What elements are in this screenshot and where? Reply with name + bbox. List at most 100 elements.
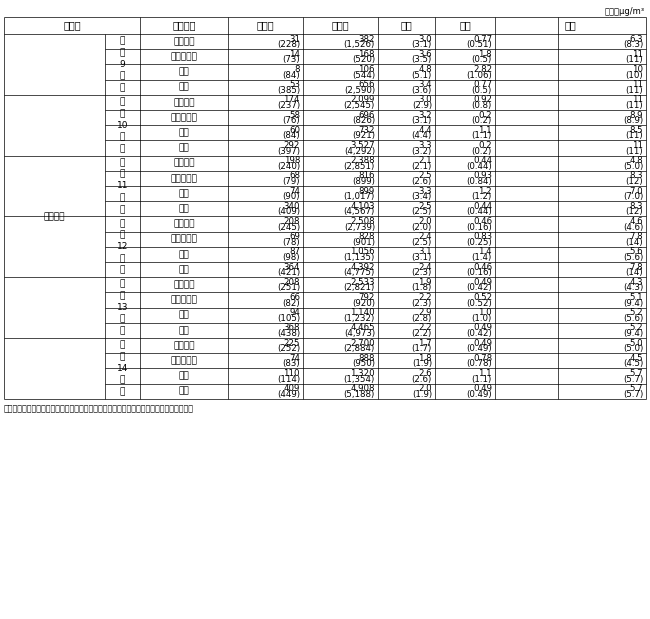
Text: 年: 年 <box>120 193 125 202</box>
Text: 0.93: 0.93 <box>473 171 492 180</box>
Text: 一般環境: 一般環境 <box>174 280 195 289</box>
Text: 2.0: 2.0 <box>419 384 432 393</box>
Text: (1,017): (1,017) <box>344 192 375 201</box>
Text: 一般環境: 一般環境 <box>174 98 195 107</box>
Text: (421): (421) <box>277 268 300 277</box>
Text: 0.77: 0.77 <box>473 80 492 89</box>
Text: (2.6): (2.6) <box>411 177 432 186</box>
Text: (9.4): (9.4) <box>623 298 643 308</box>
Text: 828: 828 <box>359 232 375 241</box>
Text: (899): (899) <box>352 177 375 186</box>
Text: 58: 58 <box>289 111 300 119</box>
Text: (520): (520) <box>352 55 375 64</box>
Text: 年: 年 <box>120 254 125 263</box>
Text: (12): (12) <box>625 207 643 216</box>
Text: 2,388: 2,388 <box>350 156 375 165</box>
Text: 14: 14 <box>117 364 128 373</box>
Text: (251): (251) <box>277 284 300 292</box>
Text: (14): (14) <box>625 268 643 277</box>
Text: 3.0: 3.0 <box>419 95 432 105</box>
Text: 1.8: 1.8 <box>478 50 492 59</box>
Text: 8.3: 8.3 <box>629 171 643 180</box>
Text: (0.84): (0.84) <box>466 177 492 186</box>
Text: (3.2): (3.2) <box>411 147 432 155</box>
Text: (8.3): (8.3) <box>623 40 643 49</box>
Text: (385): (385) <box>277 86 300 95</box>
Text: (2,851): (2,851) <box>344 162 375 171</box>
Text: 340: 340 <box>283 202 300 210</box>
Text: 全体: 全体 <box>179 326 189 335</box>
Text: (544): (544) <box>352 71 375 79</box>
Text: 発生源周辺: 発生源周辺 <box>170 174 198 183</box>
Text: 沿道: 沿道 <box>179 311 189 319</box>
Text: ベンゼン: ベンゼン <box>44 212 65 221</box>
Text: 4.3: 4.3 <box>629 278 643 287</box>
Text: 平: 平 <box>120 340 125 350</box>
Text: 888: 888 <box>359 353 375 363</box>
Text: (12): (12) <box>625 177 643 186</box>
Text: 66: 66 <box>289 293 300 302</box>
Text: 1.1: 1.1 <box>478 369 492 378</box>
Text: 208: 208 <box>283 217 300 226</box>
Text: 8.9: 8.9 <box>629 111 643 119</box>
Text: (0.2): (0.2) <box>472 147 492 155</box>
Text: (1.0): (1.0) <box>472 314 492 322</box>
Text: 2.0: 2.0 <box>419 217 432 226</box>
Text: (11): (11) <box>625 147 643 155</box>
Text: (3.6): (3.6) <box>411 86 432 95</box>
Text: 0.2: 0.2 <box>478 111 492 119</box>
Text: (14): (14) <box>625 238 643 247</box>
Text: (7.0): (7.0) <box>623 192 643 201</box>
Text: (3.1): (3.1) <box>411 40 432 49</box>
Text: 2.5: 2.5 <box>419 202 432 210</box>
Text: 成: 成 <box>120 231 125 240</box>
Text: (0.44): (0.44) <box>466 207 492 216</box>
Text: 1.0: 1.0 <box>478 308 492 317</box>
Text: (397): (397) <box>277 147 300 155</box>
Text: 成: 成 <box>120 48 125 57</box>
Text: 2,700: 2,700 <box>350 339 375 347</box>
Text: 0.49: 0.49 <box>473 339 492 347</box>
Text: (1,232): (1,232) <box>344 314 375 322</box>
Text: (4,775): (4,775) <box>344 268 375 277</box>
Text: 0.49: 0.49 <box>473 278 492 287</box>
Text: (2.0): (2.0) <box>411 223 432 232</box>
Text: (2.1): (2.1) <box>411 162 432 171</box>
Text: (5.6): (5.6) <box>623 253 643 262</box>
Text: (0.51): (0.51) <box>466 40 492 49</box>
Text: (1,135): (1,135) <box>344 253 375 262</box>
Text: 1.7: 1.7 <box>419 339 432 347</box>
Text: 発生源周辺: 発生源周辺 <box>170 235 198 244</box>
Text: 年: 年 <box>120 315 125 324</box>
Text: 106: 106 <box>359 65 375 74</box>
Text: 年: 年 <box>120 72 125 80</box>
Text: 2.9: 2.9 <box>419 308 432 317</box>
Text: (79): (79) <box>283 177 300 186</box>
Text: 沿道: 沿道 <box>179 371 189 381</box>
Text: (4.6): (4.6) <box>623 223 643 232</box>
Text: 696: 696 <box>359 111 375 119</box>
Text: 全体: 全体 <box>179 204 189 214</box>
Text: 10: 10 <box>632 65 643 74</box>
Text: 2.6: 2.6 <box>419 369 432 378</box>
Text: 4.8: 4.8 <box>419 65 432 74</box>
Text: (5,188): (5,188) <box>344 390 375 399</box>
Text: 一般環境: 一般環境 <box>174 37 195 46</box>
Text: 0.52: 0.52 <box>473 293 492 302</box>
Text: 12: 12 <box>117 242 128 251</box>
Text: (0.49): (0.49) <box>467 390 492 399</box>
Text: 1.1: 1.1 <box>478 126 492 135</box>
Text: (409): (409) <box>277 207 300 216</box>
Text: (0.44): (0.44) <box>466 162 492 171</box>
Text: 発生源周辺: 発生源周辺 <box>170 295 198 305</box>
Text: 3.3: 3.3 <box>419 141 432 150</box>
Text: (2,590): (2,590) <box>344 86 375 95</box>
Text: (4,292): (4,292) <box>344 147 375 155</box>
Text: (901): (901) <box>352 238 375 247</box>
Text: 94: 94 <box>289 308 300 317</box>
Text: 0.83: 0.83 <box>473 232 492 241</box>
Text: 11: 11 <box>632 141 643 150</box>
Text: 4,465: 4,465 <box>350 323 375 332</box>
Text: 87: 87 <box>289 248 300 256</box>
Text: 発生源周辺: 発生源周辺 <box>170 357 198 365</box>
